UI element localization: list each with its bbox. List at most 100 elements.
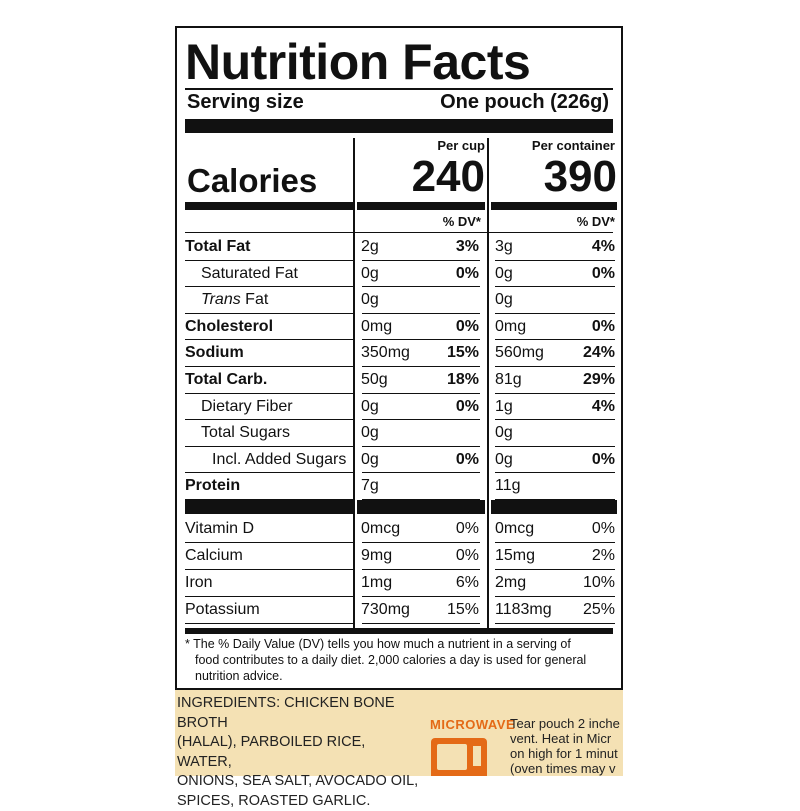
dv-per-container: 0% xyxy=(555,265,615,283)
calories-divider xyxy=(357,202,485,210)
ingredients-line: SPICES, ROASTED GARLIC. xyxy=(177,792,422,811)
amount-per-cup: 0g xyxy=(361,291,379,309)
dv-per-container: 29% xyxy=(555,371,615,389)
divider xyxy=(185,232,613,233)
nutrient-name: Vitamin D xyxy=(185,520,254,538)
nutrient-name: Iron xyxy=(185,574,213,592)
dv-per-cup: 0% xyxy=(419,398,479,416)
amount-per-container: 1g xyxy=(495,398,513,416)
microwave-label: MICROWAVE xyxy=(430,717,515,732)
dv-per-container: 2% xyxy=(555,547,615,565)
amount-per-container: 3g xyxy=(495,238,513,256)
package-bottom-panel: INGREDIENTS: CHICKEN BONE BROTH (HALAL),… xyxy=(175,690,623,776)
amount-per-cup: 350mg xyxy=(361,344,410,362)
amount-per-container: 1183mg xyxy=(495,601,552,619)
microwave-instructions: Tear pouch 2 inche vent. Heat in Micr on… xyxy=(510,716,630,776)
thick-divider xyxy=(491,500,617,514)
dv-header-col1: % DV* xyxy=(357,214,481,229)
instruction-line: vent. Heat in Micr xyxy=(510,731,630,746)
dv-per-container: 0% xyxy=(555,451,615,469)
dv-per-cup: 0% xyxy=(419,547,479,565)
nutrient-row: Sodium 350mg 15% 560mg 24% xyxy=(177,340,621,367)
dv-per-cup: 6% xyxy=(419,574,479,592)
amount-per-container: 0mg xyxy=(495,318,526,336)
calories-per-cup: 240 xyxy=(357,153,485,201)
label-title: Nutrition Facts xyxy=(185,34,530,90)
nutrient-name: Sodium xyxy=(185,344,244,362)
nutrient-name: Total Carb. xyxy=(185,371,267,389)
nutrient-row: Calcium 9mg 0% 15mg 2% xyxy=(177,543,621,570)
microwave-icon xyxy=(431,738,487,776)
nutrient-name-italic: Trans xyxy=(201,291,241,308)
dv-per-cup: 15% xyxy=(419,344,479,362)
dv-per-container: 10% xyxy=(555,574,615,592)
serving-size-label: Serving size xyxy=(187,91,304,113)
nutrient-name: Protein xyxy=(185,477,240,495)
nutrient-row: Trans Fat 0g 0g xyxy=(177,287,621,314)
instruction-line: Tear pouch 2 inche xyxy=(510,716,630,731)
calories-divider xyxy=(491,202,617,210)
footnote-line: * The % Daily Value (DV) tells you how m… xyxy=(185,636,611,652)
serving-size-value: One pouch (226g) xyxy=(440,88,609,116)
per-cup-header: Per cup xyxy=(357,138,485,153)
amount-per-container: 81g xyxy=(495,371,522,389)
nutrition-label: Nutrition Facts Serving size One pouch (… xyxy=(175,26,623,690)
amount-per-cup: 1mg xyxy=(361,574,392,592)
footnote-line: nutrition advice. xyxy=(185,668,611,684)
amount-per-container: 0g xyxy=(495,265,513,283)
nutrient-row: Vitamin D 0mcg 0% 0mcg 0% xyxy=(177,516,621,543)
amount-per-cup: 0mcg xyxy=(361,520,400,538)
dv-per-container: 0% xyxy=(555,520,615,538)
nutrient-name-rest: Fat xyxy=(241,291,269,308)
dv-per-cup: 15% xyxy=(419,601,479,619)
instruction-line: (oven times may v xyxy=(510,761,630,776)
dv-per-container: 4% xyxy=(555,238,615,256)
per-container-header: Per container xyxy=(491,138,615,153)
amount-per-cup: 2g xyxy=(361,238,379,256)
thick-divider xyxy=(185,500,353,514)
amount-per-container: 0g xyxy=(495,424,513,442)
amount-per-cup: 0g xyxy=(361,265,379,283)
dv-per-container: 0% xyxy=(555,318,615,336)
footnote-line: food contributes to a daily diet. 2,000 … xyxy=(185,652,611,668)
dv-per-container: 24% xyxy=(555,344,615,362)
amount-per-cup: 9mg xyxy=(361,547,392,565)
calories-divider xyxy=(185,202,353,210)
nutrient-name: Total Sugars xyxy=(201,424,290,442)
amount-per-container: 15mg xyxy=(495,547,535,565)
instruction-line: on high for 1 minut xyxy=(510,746,630,761)
nutrient-row: Incl. Added Sugars 0g 0% 0g 0% xyxy=(177,447,621,474)
amount-per-cup: 50g xyxy=(361,371,388,389)
ingredients-line: ONIONS, SEA SALT, AVOCADO OIL, xyxy=(177,772,422,792)
nutrient-name: Incl. Added Sugars xyxy=(212,451,346,469)
thick-divider xyxy=(185,628,613,634)
amount-per-container: 560mg xyxy=(495,344,544,362)
nutrient-name: Total Fat xyxy=(185,238,250,256)
thick-divider xyxy=(185,119,613,133)
nutrient-name: Potassium xyxy=(185,601,260,619)
amount-per-cup: 0g xyxy=(361,398,379,416)
ingredients-line: (HALAL), PARBOILED RICE, WATER, xyxy=(177,733,422,772)
amount-per-cup: 0g xyxy=(361,424,379,442)
amount-per-container: 0g xyxy=(495,451,513,469)
amount-per-container: 2mg xyxy=(495,574,526,592)
nutrient-name: Calcium xyxy=(185,547,243,565)
nutrient-name: Saturated Fat xyxy=(201,265,298,283)
amount-per-cup: 0g xyxy=(361,451,379,469)
serving-size-row: Serving size One pouch (226g) xyxy=(187,88,611,116)
nutrient-name: Cholesterol xyxy=(185,318,273,336)
dv-per-container: 25% xyxy=(555,601,615,619)
dv-per-cup: 0% xyxy=(419,451,479,469)
amount-per-container: 0g xyxy=(495,291,513,309)
ingredients-text: INGREDIENTS: CHICKEN BONE BROTH (HALAL),… xyxy=(177,694,422,811)
amount-per-container: 0mcg xyxy=(495,520,534,538)
amount-per-cup: 730mg xyxy=(361,601,410,619)
dv-per-cup: 0% xyxy=(419,520,479,538)
